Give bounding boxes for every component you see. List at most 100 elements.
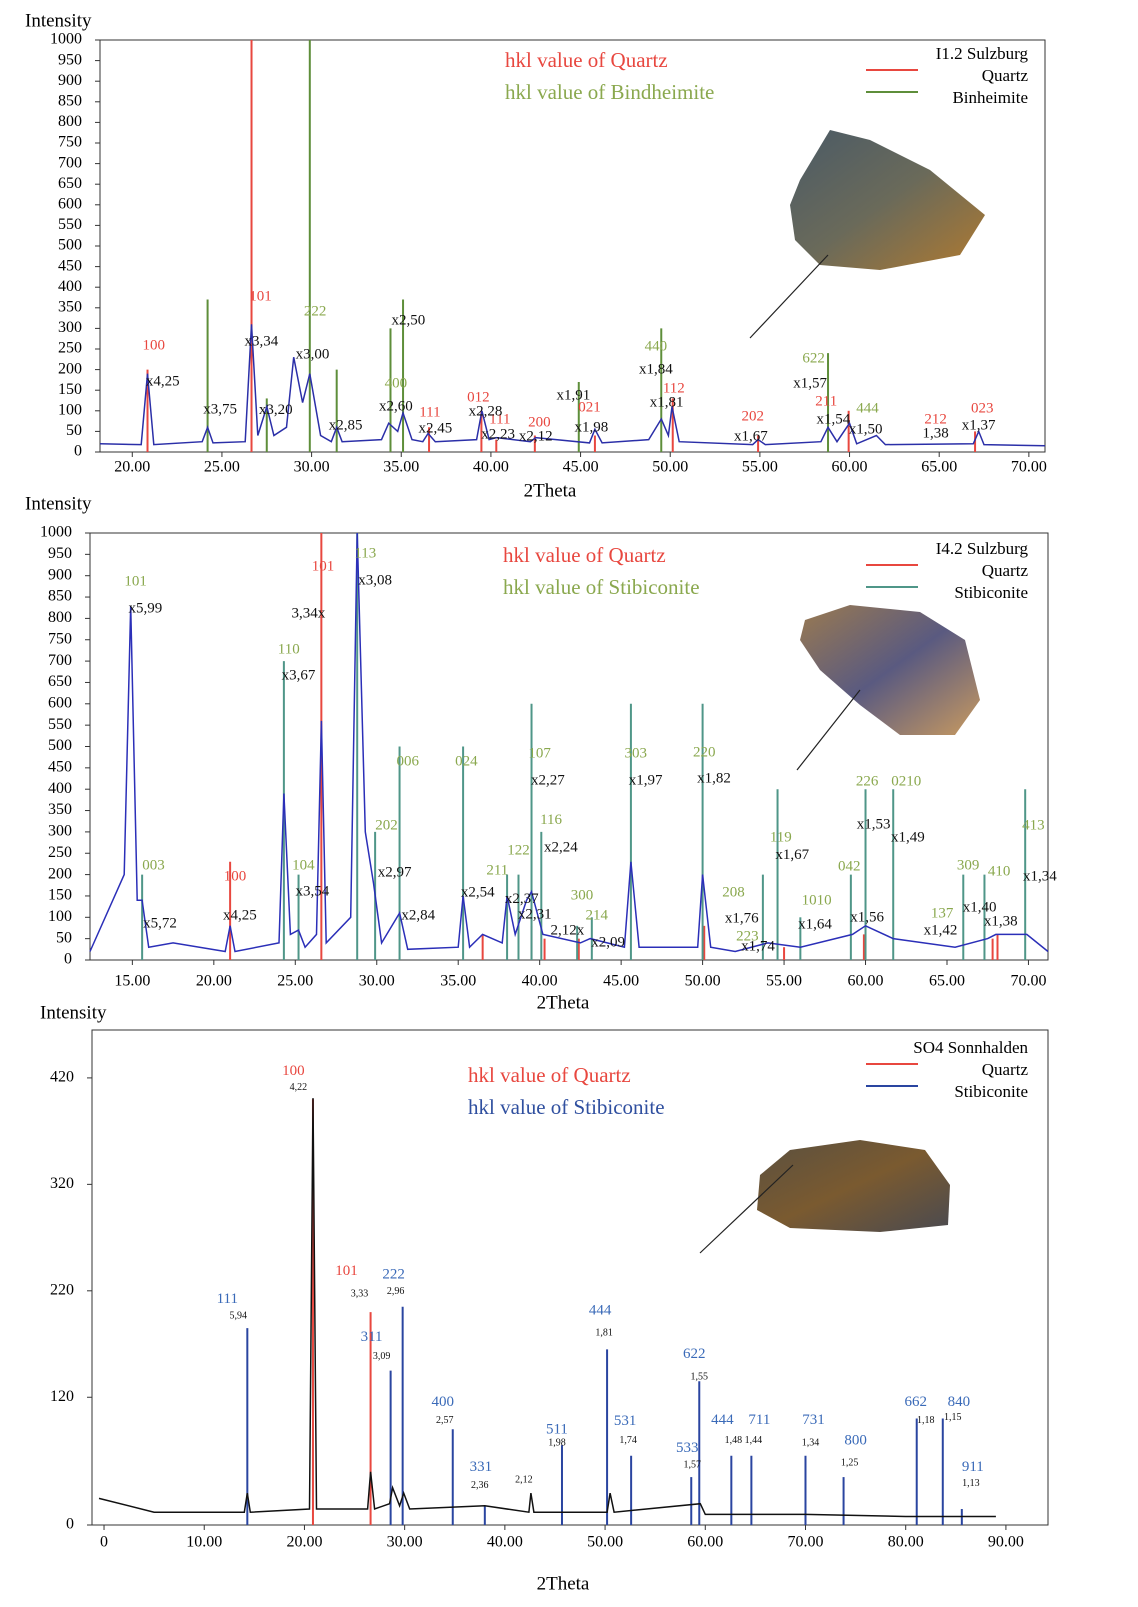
y-tick-label: 200 — [58, 360, 82, 377]
peak-label: x3,00 — [296, 347, 330, 363]
arrow — [796, 689, 861, 771]
x-tick-label: 60.00 — [832, 459, 868, 476]
peak-label: 840 — [948, 1394, 971, 1410]
peak-label: 111 — [489, 411, 510, 427]
y-tick-label: 550 — [48, 716, 72, 733]
peak-label: 533 — [676, 1440, 699, 1456]
peak-label: x1,40 — [963, 899, 997, 915]
peak-label: x2,28 — [469, 403, 503, 419]
peak-label: x2,60 — [379, 399, 413, 415]
x-tick-label: 20.00 — [196, 973, 232, 990]
peak-label: x2,45 — [418, 420, 452, 436]
y-tick-label: 250 — [58, 340, 82, 357]
peak-label: 911 — [962, 1459, 984, 1475]
peak-label: 226 — [856, 773, 879, 789]
x-tick-label: 45.00 — [563, 459, 599, 476]
y-tick-label: 0 — [74, 443, 82, 460]
peak-label: x2,37 — [505, 891, 539, 907]
y-tick-label: 500 — [48, 737, 72, 754]
y-tick-label: 0 — [64, 951, 72, 968]
legend-label: Binheimite — [952, 88, 1028, 107]
peak-label: 1,44 — [745, 1435, 763, 1446]
peak-label: 003 — [142, 857, 165, 873]
peak-label: 006 — [396, 753, 419, 769]
x-tick-label: 35.00 — [383, 459, 419, 476]
peak-label: 400 — [431, 1394, 454, 1410]
y-tick-label: 600 — [48, 694, 72, 711]
diffraction-pattern — [89, 532, 1049, 953]
y-tick-label: 400 — [58, 278, 82, 295]
x-tick-label: 70.00 — [1011, 459, 1047, 476]
y-tick-label: 900 — [48, 566, 72, 583]
peak-label: 112 — [663, 380, 685, 396]
peak-label: x4,25 — [146, 373, 180, 389]
peak-label: 622 — [683, 1346, 706, 1362]
peak-label: 012 — [467, 389, 490, 405]
peak-label: 119 — [770, 829, 792, 845]
peak-label: 101 — [312, 559, 335, 575]
peak-label: 4,22 — [290, 1082, 308, 1093]
peak-label: 3,34x — [291, 606, 325, 622]
peak-label: 116 — [540, 812, 562, 828]
y-tick-label: 750 — [58, 134, 82, 151]
rock-photo — [757, 1140, 950, 1232]
peak-label: 410 — [988, 863, 1011, 879]
peak-label: 023 — [971, 401, 994, 417]
peak-label: 222 — [304, 303, 327, 319]
peak-label: x1,56 — [850, 910, 884, 926]
peak-label: 711 — [748, 1412, 770, 1428]
x-tick-label: 20.00 — [286, 1534, 322, 1551]
peak-label: 1,34 — [802, 1437, 820, 1448]
y-tick-label: 900 — [58, 72, 82, 89]
peak-label: 220 — [693, 744, 716, 760]
y-tick-label: 350 — [58, 298, 82, 315]
header-note: hkl value of Quartz — [503, 543, 666, 567]
peak-label: x1,34 — [1023, 869, 1057, 885]
y-tick-label: 650 — [58, 175, 82, 192]
x-tick-label: 55.00 — [742, 459, 778, 476]
peak-label: x2,54 — [461, 884, 495, 900]
peak-label: x2,97 — [378, 864, 412, 880]
header-note: hkl value of Quartz — [505, 48, 668, 72]
x-tick-label: 25.00 — [204, 459, 240, 476]
x-tick-label: 20.00 — [114, 459, 150, 476]
y-tick-label: 1000 — [50, 31, 82, 48]
peak-label: 444 — [711, 1412, 734, 1428]
peak-label: 208 — [722, 884, 745, 900]
peak-label: 122 — [507, 843, 530, 859]
peak-label: x2,84 — [401, 907, 435, 923]
peak-label: 113 — [354, 545, 376, 561]
peak-label: x3,54 — [296, 884, 330, 900]
peak-label: 2,96 — [387, 1286, 405, 1297]
diffraction-pattern — [98, 1098, 996, 1518]
peak-label: x1,84 — [639, 361, 673, 377]
peak-label: 110 — [278, 641, 300, 657]
x-tick-label: 70.00 — [787, 1534, 823, 1551]
peak-label: x3,67 — [282, 667, 316, 683]
peak-label: 2,12 — [515, 1475, 533, 1486]
header-note: hkl value of Quartz — [468, 1063, 631, 1087]
y-tick-label: 100 — [58, 401, 82, 418]
peak-label: 222 — [382, 1266, 405, 1282]
peak-label: x4,25 — [223, 907, 257, 923]
legend-label: Stibiconite — [954, 583, 1028, 602]
peak-label: 223 — [736, 928, 759, 944]
peak-label: x2,31 — [518, 907, 552, 923]
peak-label: x1,49 — [891, 829, 925, 845]
x-tick-label: 0 — [100, 1534, 108, 1551]
peak-label: 211 — [486, 863, 508, 879]
y-axis-label: Intensity — [25, 493, 92, 514]
peak-label: x1,76 — [725, 910, 759, 926]
peak-label: x1,91 — [557, 387, 591, 403]
peak-label: 137 — [931, 905, 954, 921]
y-tick-label: 50 — [66, 422, 82, 439]
y-tick-label: 550 — [58, 216, 82, 233]
legend-label: Quartz — [982, 66, 1029, 85]
y-axis-label: Intensity — [40, 1002, 107, 1023]
peak-label: x3,75 — [203, 401, 237, 417]
peak-label: 214 — [585, 907, 608, 923]
y-tick-label: 420 — [50, 1069, 74, 1086]
x-tick-label: 40.00 — [522, 973, 558, 990]
peak-label: 1010 — [802, 893, 832, 909]
peak-label: x1,42 — [924, 922, 958, 938]
